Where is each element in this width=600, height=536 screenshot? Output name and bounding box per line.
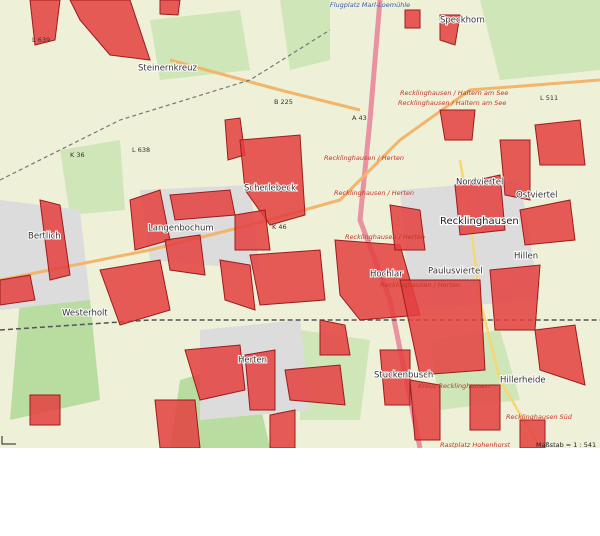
map-label: Ostviertel: [516, 191, 558, 201]
map-label: Langenbochum: [148, 224, 214, 234]
map-label: Hillen: [514, 252, 538, 262]
map-label: Recklinghausen Süd: [506, 413, 573, 421]
map-label: Stuckenbusch: [374, 371, 433, 381]
map-label: Recklinghausen / Herten: [334, 189, 414, 197]
blank-area: [0, 448, 600, 536]
map-label: Recklinghausen / Herten: [324, 154, 404, 162]
map-label: K 36: [70, 151, 85, 159]
map-label: A 43: [352, 114, 367, 122]
map-label: Hillerheide: [500, 376, 546, 386]
map-label: Recklinghausen: [440, 216, 519, 227]
map-label: Herten: [238, 356, 267, 366]
map-label: B 225: [274, 98, 293, 106]
map-label: Flugplatz Marl-Loemühle: [330, 1, 410, 9]
map-label: Kreuz Recklinghausen: [418, 382, 490, 390]
map-label: Recklinghausen / Haltern am See: [400, 89, 508, 97]
map-labels: Flugplatz Marl-Loemühle Speckhorn L 639 Ste…: [27, 1, 573, 449]
map-label: Bertlich: [28, 232, 61, 242]
roads: [0, 0, 600, 449]
map-label: Paulusviertel: [428, 267, 483, 277]
map-label: K 46: [272, 223, 287, 231]
map-label: Recklinghausen / Haltern am See: [398, 99, 506, 107]
map-label: Hochlar: [370, 270, 403, 280]
map-label: Speckhorn: [440, 16, 485, 26]
map-label: Scherlebeck: [244, 184, 296, 194]
map-label: Westerholt: [62, 309, 108, 319]
map-label: Recklinghausen / Herten: [345, 233, 425, 241]
map-label: L 511: [540, 94, 558, 102]
scale-bar: [1, 436, 16, 445]
map-label: L 639: [32, 36, 50, 44]
map-label: Steinernkreuz: [138, 64, 198, 74]
map-label: L 638: [132, 146, 150, 154]
map-label: Nordviertel: [456, 178, 503, 188]
scale-text: Maßstab = 1 : 541: [536, 441, 596, 449]
highlighted-areas: [0, 0, 586, 449]
map-label: Rastplatz Hohenhorst: [440, 441, 511, 449]
map-label: Recklinghausen / Herten: [380, 281, 460, 289]
